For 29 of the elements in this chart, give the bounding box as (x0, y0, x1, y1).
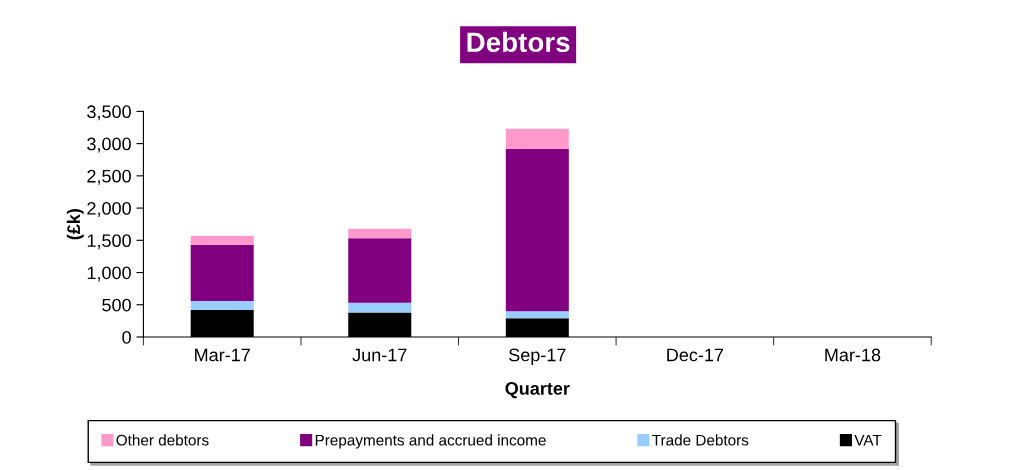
legend-label: Other debtors (116, 434, 209, 446)
bar (505, 128, 569, 149)
legend-label: Trade Debtors (652, 434, 749, 446)
x-tick-label: Mar-18 (825, 348, 881, 362)
bar (505, 148, 569, 312)
x-axis-title: Quarter (505, 382, 570, 399)
bar (348, 228, 412, 239)
x-tick-label: Dec-17 (667, 348, 724, 362)
y-tick-label: 500 (102, 298, 131, 312)
y-tick-label: 0 (122, 330, 131, 344)
bar (348, 302, 412, 313)
x-tick-label: Jun-17 (352, 348, 407, 362)
bar (348, 238, 412, 303)
bar (505, 311, 569, 319)
y-tick-label: 1,500 (87, 234, 131, 250)
bar (190, 244, 254, 301)
y-tick-label: 2,500 (87, 169, 131, 185)
legend-label: Prepayments and accrued income (315, 434, 546, 449)
y-axis-title: (£k) (66, 209, 84, 240)
x-tick-label: Mar-17 (195, 348, 250, 362)
y-tick-label: 3,000 (87, 137, 131, 153)
x-tick-label: Sep-17 (509, 348, 566, 365)
y-tick-label: 2,000 (87, 202, 131, 217)
bar (190, 300, 254, 310)
chart-title: Debtors (467, 31, 570, 53)
legend-label: VAT (854, 434, 882, 446)
y-tick-label: 1,000 (87, 266, 131, 282)
y-tick-label: 3,500 (87, 105, 131, 121)
bar (190, 235, 254, 245)
